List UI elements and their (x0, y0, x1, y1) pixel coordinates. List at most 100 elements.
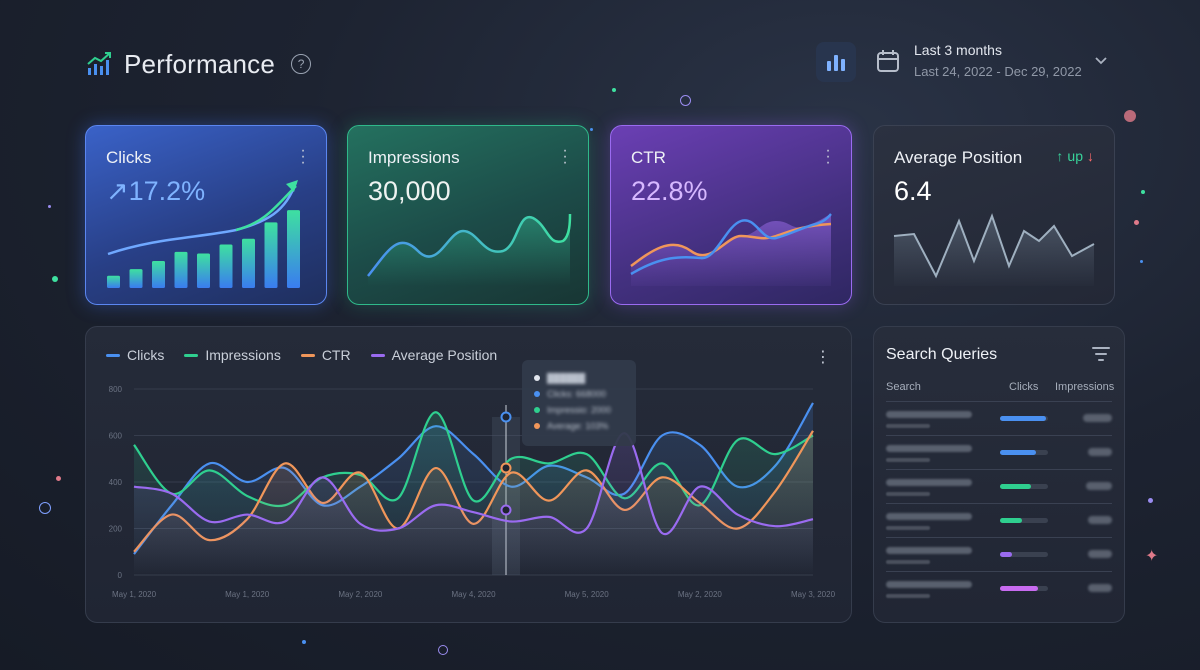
decorative-dot (1124, 110, 1136, 122)
decorative-dot (48, 205, 51, 208)
chart-legend: Clicks Impressions CTR Average Position (106, 347, 497, 363)
ctr-label: CTR (631, 148, 666, 167)
series-line-average-position[interactable] (133, 432, 814, 536)
average-position-line (893, 213, 1095, 279)
more-options-icon[interactable]: · · · (825, 142, 831, 171)
trend-indicator: ↑ up ↓ (1056, 148, 1094, 164)
legend-item-impressions[interactable]: Impressions (184, 347, 281, 363)
clicks-card[interactable]: Clicks ↗17.2% · · · (85, 125, 327, 305)
clicks-bar-fill (1000, 450, 1036, 455)
tooltip-row-text: Average: 103% (547, 421, 609, 431)
date-range-dates: Last 24, 2022 - Dec 29, 2022 (914, 64, 1082, 79)
ctr-blue-line (630, 213, 832, 276)
sparkle-icon: ✦ (1145, 548, 1159, 565)
query-row[interactable] (886, 469, 1112, 503)
date-range-text: Last 3 months Last 24, 2022 - Dec 29, 20… (914, 42, 1082, 79)
more-options-icon[interactable]: · · · (300, 142, 306, 171)
date-range-selector[interactable]: Last 3 months Last 24, 2022 - Dec 29, 20… (876, 42, 1108, 79)
clicks-bar-track (1000, 484, 1048, 489)
ctr-value: 22.8% (631, 176, 708, 206)
legend-swatch (106, 353, 120, 357)
tooltip-row: Clicks: 668000 (534, 386, 624, 402)
x-tick-label: May 1, 2020 (225, 590, 270, 599)
tooltip-dot (534, 375, 540, 381)
clicks-bar (219, 244, 233, 288)
filter-icon[interactable] (1092, 347, 1110, 365)
series-area-average-position (134, 433, 813, 575)
average-position-value: 6.4 (894, 176, 932, 206)
impressions-value (1083, 414, 1112, 422)
series-line-clicks[interactable] (133, 402, 814, 555)
clicks-trend-tail (235, 185, 297, 232)
clicks-bar-fill (1000, 552, 1012, 557)
tooltip-row: Average: 103% (534, 418, 624, 434)
more-options-icon[interactable]: · · · (562, 142, 568, 171)
more-options-icon[interactable]: ⋮ (815, 349, 831, 366)
clicks-value: ↗17.2% (106, 176, 206, 206)
average-position-card[interactable]: Average Position 6.4 ↑ up ↓ (873, 125, 1115, 305)
impressions-value (1088, 448, 1112, 456)
x-tick-label: May 5, 2020 (565, 590, 610, 599)
y-tick-label: 600 (109, 432, 123, 441)
tooltip-title-row: ██████ (534, 370, 624, 386)
performance-chart-panel: 800 600 400 200 0 May 1, 2020 May 1, 2020 May 2… (85, 326, 852, 623)
query-subtext (886, 458, 930, 462)
query-row[interactable] (886, 537, 1112, 571)
chart-view-button[interactable] (816, 42, 856, 82)
query-subtext (886, 594, 930, 598)
y-tick-label: 0 (118, 571, 123, 580)
legend-item-average-position[interactable]: Average Position (370, 347, 497, 363)
decorative-dot (302, 640, 306, 644)
query-row[interactable] (886, 435, 1112, 469)
impressions-value (1088, 550, 1112, 558)
hover-marker (500, 504, 512, 516)
column-header-search[interactable]: Search (886, 381, 921, 393)
tooltip-row-text: Impressio: 2000 (547, 405, 612, 415)
clicks-bar (197, 253, 210, 288)
x-tick-label: May 4, 2020 (451, 590, 496, 599)
trend-up-text: up (1067, 148, 1083, 164)
chart-tooltip: ██████ Clicks: 668000 Impressio: 2000 Av… (522, 360, 636, 446)
legend-item-clicks[interactable]: Clicks (106, 347, 164, 363)
trend-arrow-icon (286, 180, 298, 192)
clicks-bar-fill (1000, 586, 1039, 591)
tooltip-dot (534, 423, 540, 429)
impressions-sparkline (367, 213, 572, 286)
legend-label: CTR (321, 347, 351, 363)
bar-chart-icon-bar (841, 59, 845, 71)
legend-item-ctr[interactable]: CTR (300, 347, 351, 363)
clicks-bar (242, 238, 255, 288)
column-header-clicks[interactable]: Clicks (1009, 381, 1039, 393)
search-queries-title: Search Queries (886, 346, 998, 363)
query-row[interactable] (886, 401, 1112, 435)
decorative-ring (438, 645, 448, 655)
date-range-label: Last 3 months (914, 42, 1002, 58)
query-subtext (886, 526, 930, 530)
clicks-bar-track (1000, 450, 1048, 455)
chevron-down-icon[interactable] (1094, 53, 1108, 69)
hover-marker (500, 462, 512, 474)
impressions-value (1086, 482, 1112, 490)
decorative-dot (56, 476, 61, 481)
clicks-bar-track (1000, 552, 1048, 557)
clicks-bar-track (1000, 518, 1048, 523)
average-position-area (894, 216, 1094, 286)
legend-swatch (370, 353, 385, 357)
clicks-bar-track (1000, 586, 1048, 591)
query-subtext (886, 560, 930, 564)
impressions-card[interactable]: Impressions 30,000 · · · (347, 125, 589, 305)
query-row[interactable] (886, 571, 1112, 605)
clicks-bar (287, 210, 300, 288)
decorative-ring (39, 502, 51, 514)
help-icon[interactable]: ? (291, 54, 312, 74)
y-tick-label: 200 (109, 525, 123, 534)
clicks-bar (174, 251, 188, 288)
query-subtext (886, 492, 930, 496)
column-header-impressions[interactable]: Impressions (1055, 381, 1115, 393)
query-row[interactable] (886, 503, 1112, 537)
decorative-dot (1148, 498, 1153, 503)
tooltip-dot (534, 391, 540, 397)
ctr-card[interactable]: CTR 22.8% · · · (610, 125, 852, 305)
page-title: Performance (124, 48, 276, 79)
calendar-icon (877, 49, 899, 72)
